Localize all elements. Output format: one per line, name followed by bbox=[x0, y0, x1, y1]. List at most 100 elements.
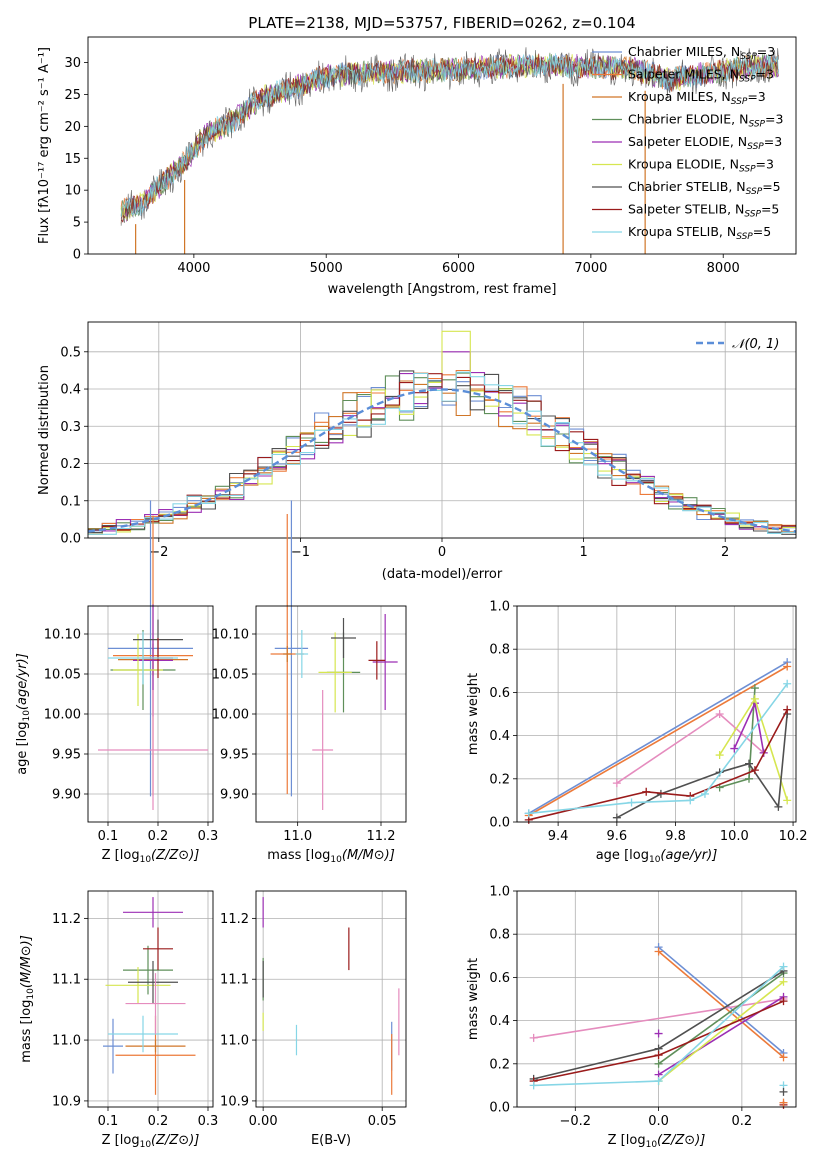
axes-frame bbox=[87, 36, 797, 255]
y-tick-label: 11.2 bbox=[52, 912, 81, 927]
x-tick-label: −1 bbox=[291, 545, 310, 560]
y-tick-label: 11.0 bbox=[220, 1034, 249, 1049]
weight-marker bbox=[783, 662, 792, 671]
y-tick-label: 0.0 bbox=[489, 1101, 510, 1116]
weight-marker bbox=[750, 766, 759, 775]
x-tick-label: 4000 bbox=[177, 261, 210, 276]
y-tick-label: 11.0 bbox=[52, 1034, 81, 1049]
y-tick-label: 20 bbox=[64, 120, 81, 135]
weight-marker bbox=[654, 1029, 663, 1038]
y-tick-label: 0.8 bbox=[489, 928, 510, 943]
y-axis-label: Normed distribution bbox=[37, 365, 52, 495]
weight-marker bbox=[686, 796, 695, 805]
legend-label: Chabrier STELIB, NSSP=5 bbox=[628, 179, 781, 197]
x-tick-label: 5000 bbox=[310, 261, 343, 276]
weight-marker bbox=[612, 813, 621, 822]
y-axis-label: mass weight bbox=[466, 958, 481, 1040]
x-tick-label: 0.3 bbox=[198, 829, 219, 844]
x-tick-label: 9.4 bbox=[548, 829, 569, 844]
y-tick-label: 0 bbox=[73, 248, 81, 263]
y-tick-label: 0.3 bbox=[60, 420, 81, 435]
weight-marker bbox=[750, 694, 759, 703]
weight-marker bbox=[730, 744, 739, 753]
x-tick-label: 1 bbox=[579, 545, 587, 560]
y-tick-label: 10.9 bbox=[52, 1094, 81, 1109]
spectrum-line bbox=[120, 53, 779, 218]
weight-marker bbox=[779, 962, 788, 971]
x-tick-label: 9.8 bbox=[665, 829, 686, 844]
weight-marker bbox=[774, 802, 783, 811]
axes-frame bbox=[516, 890, 797, 1108]
x-tick-label: 0.0 bbox=[648, 1114, 669, 1129]
weights-vs-Z-panel: −0.2 0.0 0.2 0.0 0.2 0.4 0.6 0.8 1.0 Z [log10(Z/Z… bbox=[466, 885, 797, 1150]
chart-title: PLATE=2138, MJD=53757, FIBERID=0262, z=0… bbox=[248, 14, 635, 32]
weight-marker bbox=[612, 779, 621, 788]
legend-label: Kroupa MILES, NSSP=3 bbox=[628, 89, 766, 107]
axes-frame bbox=[87, 321, 797, 539]
weight-line bbox=[658, 946, 785, 1054]
x-tick-label: 2 bbox=[721, 545, 729, 560]
weight-line bbox=[658, 972, 784, 1065]
y-tick-label: 10.00 bbox=[44, 708, 81, 723]
weight-marker bbox=[779, 1098, 788, 1107]
y-tick-label: 0.6 bbox=[489, 971, 510, 986]
x-tick-label: 11.2 bbox=[367, 829, 396, 844]
weight-marker bbox=[783, 679, 792, 688]
weight-marker bbox=[783, 796, 792, 805]
age-vs-Z-panel: 0.1 0.2 0.3 9.90 9.95 10.00 10.05 10.10 Z [log10… bbox=[15, 500, 218, 865]
age-vs-mass-panel: 11.0 11.2 9.90 9.95 10.00 10.05 10.10 mass [log… bbox=[212, 500, 407, 865]
x-tick-label: 0.3 bbox=[198, 1114, 219, 1129]
legend-label: Kroupa ELODIE, NSSP=3 bbox=[628, 157, 774, 175]
weight-marker bbox=[529, 1033, 538, 1042]
x-tick-label: 0.1 bbox=[98, 1114, 119, 1129]
weight-marker bbox=[524, 809, 533, 818]
x-tick-label: −0.2 bbox=[560, 1114, 592, 1129]
y-tick-label: 0.1 bbox=[60, 494, 81, 509]
weight-marker bbox=[529, 1081, 538, 1090]
y-axis-label: mass weight bbox=[466, 673, 481, 755]
legend-label: Kroupa STELIB, NSSP=5 bbox=[628, 224, 771, 242]
legend-label: Chabrier MILES, NSSP=3 bbox=[628, 44, 775, 62]
axes-frame bbox=[516, 605, 797, 823]
weight-line bbox=[528, 661, 788, 815]
legend-label: Salpeter STELIB, NSSP=5 bbox=[628, 202, 779, 220]
axes-frame bbox=[87, 605, 214, 823]
y-tick-label: 25 bbox=[64, 88, 81, 103]
mass-vs-Z-panel: 0.1 0.2 0.3 10.9 11.0 11.1 11.2 Z [log10(Z/Z⊙)]… bbox=[19, 890, 219, 1150]
x-axis-label: wavelength [Angstrom, rest frame] bbox=[328, 282, 557, 297]
y-tick-label: 0.4 bbox=[489, 1014, 510, 1029]
axes-frame bbox=[87, 890, 214, 1108]
weight-marker bbox=[654, 1051, 663, 1060]
y-tick-label: 10.10 bbox=[212, 628, 249, 643]
spectrum-line bbox=[120, 47, 779, 226]
axes-frame bbox=[255, 890, 407, 1108]
x-tick-label: 0.1 bbox=[98, 829, 119, 844]
legend-label: Chabrier ELODIE, NSSP=3 bbox=[628, 112, 783, 130]
weight-line bbox=[528, 665, 788, 817]
y-tick-label: 11.2 bbox=[220, 912, 249, 927]
y-tick-label: 1.0 bbox=[489, 600, 510, 615]
weight-marker bbox=[700, 789, 709, 798]
x-tick-label: 11.0 bbox=[283, 829, 312, 844]
x-tick-label: 0.2 bbox=[148, 829, 169, 844]
y-tick-label: 0.4 bbox=[60, 383, 81, 398]
weight-marker bbox=[715, 710, 724, 718]
y-tick-label: 0.2 bbox=[60, 457, 81, 472]
weight-marker bbox=[642, 787, 651, 796]
y-tick-label: 10.9 bbox=[220, 1094, 249, 1109]
x-axis-label: Z [log10(Z/Z⊙)] bbox=[102, 848, 200, 865]
y-tick-label: 0.6 bbox=[489, 686, 510, 701]
weight-marker bbox=[779, 977, 788, 986]
y-tick-label: 0.4 bbox=[489, 729, 510, 744]
y-tick-label: 0.2 bbox=[489, 1057, 510, 1072]
y-tick-label: 5 bbox=[73, 216, 81, 231]
weight-line bbox=[658, 950, 785, 1058]
axes-frame bbox=[255, 605, 407, 823]
x-tick-label: 0.2 bbox=[732, 1114, 753, 1129]
x-axis-label: Z [log10(Z/Z⊙)] bbox=[608, 1133, 706, 1150]
normal-curve bbox=[87, 388, 797, 533]
y-tick-label: 1.0 bbox=[489, 885, 510, 900]
weight-line bbox=[658, 981, 784, 1082]
y-tick-label: 30 bbox=[64, 56, 81, 71]
